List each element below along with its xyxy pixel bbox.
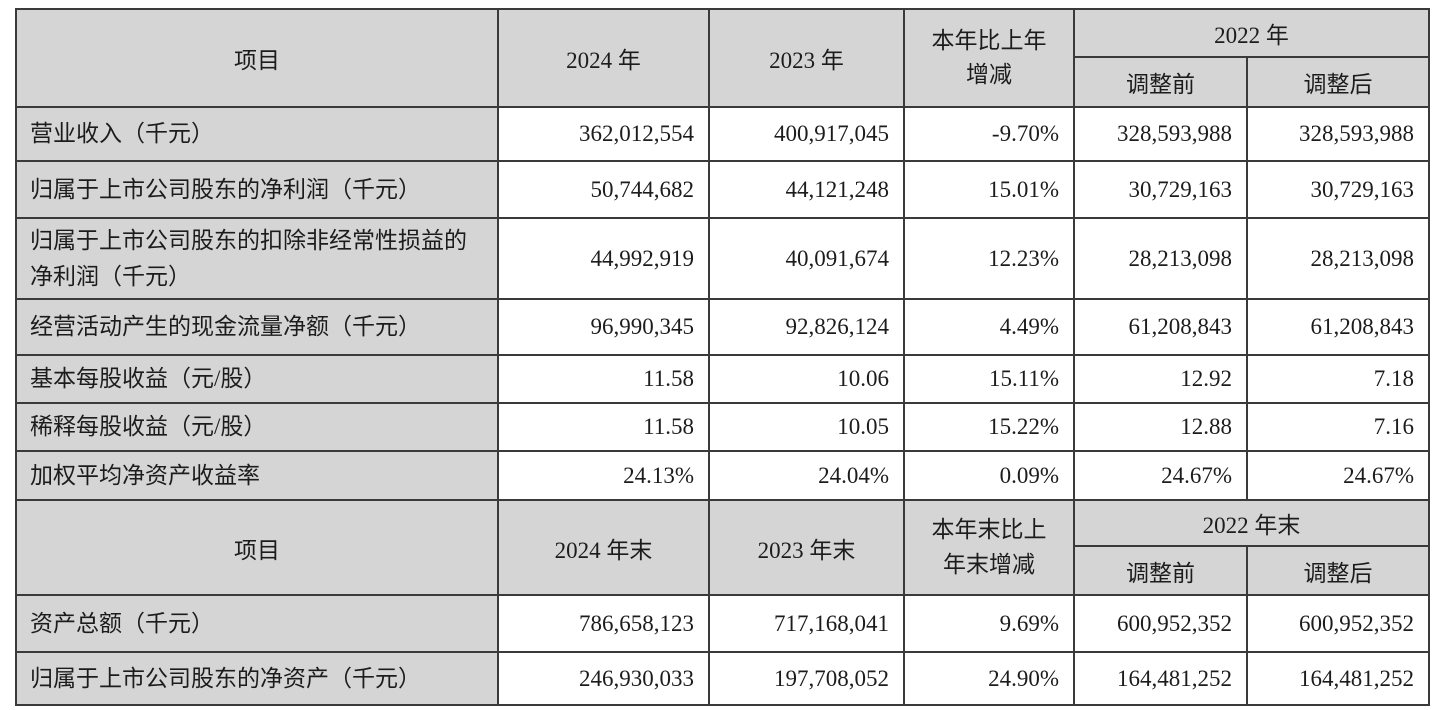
col-header-adjusted-before-eoy: 调整前	[1073, 545, 1248, 597]
value-2023-cell: 40,091,674	[708, 216, 905, 301]
value-2024-cell: 44,992,919	[497, 216, 710, 301]
row-label-cell: 稀释每股收益（元/股）	[15, 402, 499, 453]
table-row: 基本每股收益（元/股） 11.58 10.06 15.11% 12.92 7.1…	[15, 354, 1430, 405]
section1-header-row-2: 调整前 调整后	[16, 56, 1430, 108]
adjusted-after-cell: 600,952,352	[1246, 594, 1430, 654]
change-cell: 4.49%	[903, 298, 1075, 357]
adjusted-after-cell: 328,593,988	[1246, 106, 1430, 162]
change-cell: 15.11%	[903, 354, 1075, 405]
table-row: 稀释每股收益（元/股） 11.58 10.05 15.22% 12.88 7.1…	[15, 402, 1430, 453]
adjusted-after-cell: 24.67%	[1246, 450, 1430, 502]
value-2023-cell: 24.04%	[708, 450, 905, 502]
col-header-item: 项目	[15, 8, 499, 108]
row-label-cell: 归属于上市公司股东的扣除非经常性损益的净利润（千元）	[15, 216, 499, 301]
adjusted-after-cell: 164,481,252	[1246, 651, 1430, 707]
change-cell: 15.22%	[903, 402, 1075, 453]
section1-header-row-1: 项目 2024 年 2023 年 本年比上年 增减 2022 年	[15, 8, 1430, 108]
change-cell: 24.90%	[903, 651, 1075, 707]
col-header-2024: 2024 年	[497, 8, 710, 108]
row-label-cell: 资产总额（千元）	[15, 594, 499, 654]
change-cell: 0.09%	[903, 450, 1075, 502]
adjusted-after-cell: 7.18	[1246, 354, 1430, 405]
table-row: 归属于上市公司股东的净资产（千元） 246,930,033 197,708,05…	[15, 651, 1430, 707]
col-header-2023-eoy: 2023 年末	[708, 499, 905, 597]
adjusted-after-cell: 30,729,163	[1246, 160, 1430, 219]
adjusted-before-cell: 328,593,988	[1073, 106, 1248, 162]
section2-header-row-1: 项目 2024 年末 2023 年末 本年末比上 年末增减 2022 年末	[15, 499, 1430, 597]
col-header-item-eoy: 项目	[15, 499, 499, 597]
financial-summary-table: 项目 2024 年 2023 年 本年比上年 增减 2022 年 调整前 调整后…	[15, 8, 1430, 707]
change-cell: 12.23%	[903, 216, 1075, 301]
value-2023-cell: 92,826,124	[708, 298, 905, 357]
row-label-cell: 营业收入（千元）	[15, 106, 499, 162]
table-row: 营业收入（千元） 362,012,554 400,917,045 -9.70% …	[15, 106, 1430, 162]
col-header-2022-eoy: 2022 年末	[1073, 499, 1430, 548]
table-row: 归属于上市公司股东的扣除非经常性损益的净利润（千元） 44,992,919 40…	[15, 216, 1430, 301]
value-2024-cell: 11.58	[497, 354, 710, 405]
col-header-adjusted-after: 调整后	[1246, 56, 1430, 108]
value-2024-cell: 246,930,033	[497, 651, 710, 707]
table-row: 资产总额（千元） 786,658,123 717,168,041 9.69% 6…	[15, 594, 1430, 654]
row-label-cell: 基本每股收益（元/股）	[15, 354, 499, 405]
row-label-cell: 归属于上市公司股东的净资产（千元）	[15, 651, 499, 707]
col-header-2024-eoy: 2024 年末	[497, 499, 710, 597]
adjusted-before-cell: 12.88	[1073, 402, 1248, 453]
adjusted-before-cell: 24.67%	[1073, 450, 1248, 502]
section2-header-row-2: 调整前 调整后	[16, 545, 1430, 597]
value-2023-cell: 197,708,052	[708, 651, 905, 707]
change-cell: 9.69%	[903, 594, 1075, 654]
eoy-change-line2: 年末增减	[943, 551, 1035, 577]
value-2024-cell: 24.13%	[497, 450, 710, 502]
col-header-adjusted-before: 调整前	[1073, 56, 1248, 108]
table-row: 经营活动产生的现金流量净额（千元） 96,990,345 92,826,124 …	[15, 298, 1430, 357]
adjusted-after-cell: 61,208,843	[1246, 298, 1430, 357]
adjusted-after-cell: 7.16	[1246, 402, 1430, 453]
row-label-cell: 经营活动产生的现金流量净额（千元）	[15, 298, 499, 357]
change-cell: -9.70%	[903, 106, 1075, 162]
row-label-cell: 加权平均净资产收益率	[15, 450, 499, 502]
adjusted-before-cell: 12.92	[1073, 354, 1248, 405]
value-2023-cell: 10.06	[708, 354, 905, 405]
col-header-2023: 2023 年	[708, 8, 905, 108]
adjusted-after-cell: 28,213,098	[1246, 216, 1430, 301]
table-row: 加权平均净资产收益率 24.13% 24.04% 0.09% 24.67% 24…	[15, 450, 1430, 502]
adjusted-before-cell: 30,729,163	[1073, 160, 1248, 219]
eoy-change-line1: 本年末比上	[931, 517, 1047, 543]
adjusted-before-cell: 600,952,352	[1073, 594, 1248, 654]
col-header-2022: 2022 年	[1073, 8, 1430, 58]
value-2024-cell: 362,012,554	[497, 106, 710, 162]
yoy-change-line2: 增减	[966, 62, 1012, 87]
adjusted-before-cell: 61,208,843	[1073, 298, 1248, 357]
adjusted-before-cell: 28,213,098	[1073, 216, 1248, 301]
change-cell: 15.01%	[903, 160, 1075, 219]
value-2024-cell: 11.58	[497, 402, 710, 453]
value-2024-cell: 786,658,123	[497, 594, 710, 654]
value-2024-cell: 96,990,345	[497, 298, 710, 357]
yoy-change-line1: 本年比上年	[931, 27, 1047, 53]
row-label-cell: 归属于上市公司股东的净利润（千元）	[15, 160, 499, 219]
col-header-yoy-change: 本年比上年 增减	[903, 8, 1075, 108]
value-2023-cell: 44,121,248	[708, 160, 905, 219]
value-2023-cell: 400,917,045	[708, 106, 905, 162]
value-2024-cell: 50,744,682	[497, 160, 710, 219]
value-2023-cell: 10.05	[708, 402, 905, 453]
adjusted-before-cell: 164,481,252	[1073, 651, 1248, 707]
col-header-eoy-change: 本年末比上 年末增减	[903, 499, 1075, 597]
table-row: 归属于上市公司股东的净利润（千元） 50,744,682 44,121,248 …	[15, 160, 1430, 219]
col-header-adjusted-after-eoy: 调整后	[1246, 545, 1430, 597]
value-2023-cell: 717,168,041	[708, 594, 905, 654]
